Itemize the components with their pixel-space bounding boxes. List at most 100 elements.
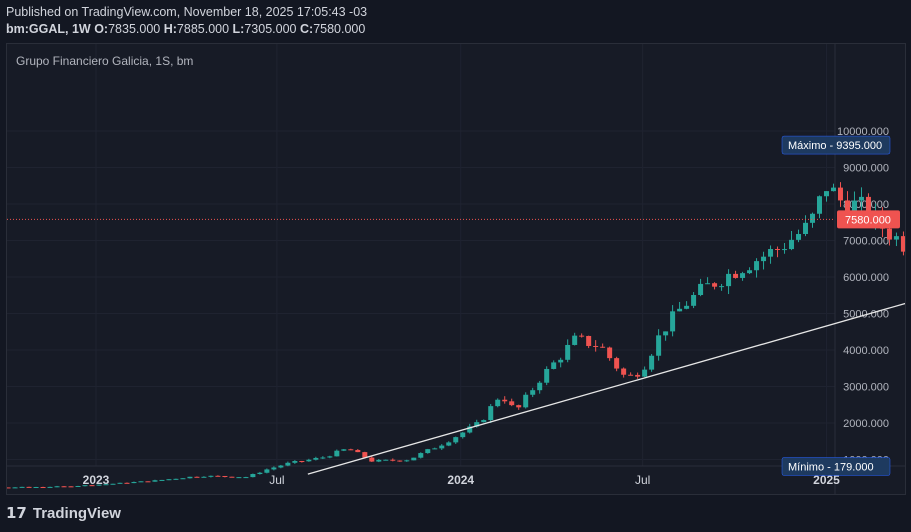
candle-body (138, 481, 144, 483)
candle-body (733, 273, 739, 278)
candle-body (243, 477, 249, 479)
candle-body (837, 187, 843, 201)
published-line: Published on TradingView.com, November 1… (6, 5, 368, 19)
x-tick-label: 2023 (83, 473, 110, 487)
candle-body (89, 485, 95, 487)
candle-body (264, 469, 270, 473)
candle-body (327, 456, 333, 458)
candle-body (621, 368, 627, 375)
candle-body (712, 283, 718, 287)
symbol-label: bm:GGAL, 1W (6, 22, 91, 36)
candle-body (306, 459, 312, 462)
ohlc-line: bm:GGAL, 1W O:7835.000 H:7885.000 L:7305… (6, 22, 365, 36)
candle-body (19, 486, 25, 488)
candle-body (747, 270, 753, 274)
candle-body (726, 273, 732, 287)
candle-body (572, 335, 578, 345)
candle-body (33, 487, 39, 489)
candle-body (61, 486, 67, 488)
candle-body (586, 335, 592, 346)
candle-body (789, 239, 795, 250)
candle-body (663, 331, 669, 336)
footer-brand: TradingView (32, 504, 121, 522)
candle-body (411, 457, 417, 461)
candle-body (194, 476, 200, 478)
candle-body (530, 390, 536, 395)
candle-body (796, 234, 802, 240)
ohlc-low-label: L: (232, 22, 245, 36)
candle-body (893, 236, 899, 240)
candle-body (229, 476, 235, 478)
candle-body (418, 453, 424, 458)
candle-body (313, 457, 319, 460)
candle-body (803, 222, 809, 235)
chart-title: Grupo Financiero Galicia, 1S, bm (16, 54, 193, 68)
y-tick-label: 9000.000 (843, 163, 889, 175)
chart-pane[interactable]: Grupo Financiero Galicia, 1S, bm1000.000… (0, 43, 911, 495)
candle-body (453, 437, 459, 443)
min-label-text: Mínimo - 179.000 (788, 461, 874, 473)
candle-body (865, 196, 871, 221)
candle-body (635, 374, 641, 377)
candle-body (173, 478, 179, 480)
candle-body (502, 399, 508, 402)
candle-body (376, 459, 382, 462)
candle-body (257, 472, 263, 475)
y-tick-label: 7000.000 (843, 236, 889, 248)
candle-body (656, 335, 662, 356)
candle-body (544, 368, 550, 383)
candle-body (691, 294, 697, 306)
candle-body (369, 457, 375, 462)
candle-body (82, 485, 88, 487)
candle-body (830, 187, 836, 192)
candle-body (439, 445, 445, 449)
candle-body (844, 200, 850, 215)
ohlc-open-label: O: (94, 22, 109, 36)
candle-body (607, 347, 613, 359)
candle-body (131, 482, 137, 484)
candle-body (166, 479, 172, 481)
candle-body (467, 426, 473, 433)
tradingview-footer[interactable]: 𝟭𝟳 TradingView (6, 504, 121, 523)
candle-body (47, 486, 53, 488)
candle-body (355, 449, 361, 453)
candle-body (523, 394, 529, 408)
candle-body (649, 355, 655, 370)
candle-body (782, 249, 788, 251)
candle-body (12, 487, 18, 489)
candle-body (509, 401, 515, 406)
candle-body (145, 481, 151, 483)
chart-svg[interactable]: Grupo Financiero Galicia, 1S, bm1000.000… (0, 44, 911, 494)
candle-body (614, 358, 620, 369)
candle-body (719, 286, 725, 288)
y-tick-label: 6000.000 (843, 272, 889, 284)
candle-body (201, 476, 207, 478)
x-tick-label: Jul (635, 473, 650, 487)
candle-body (271, 467, 277, 470)
max-label-box (781, 135, 891, 155)
candle-body (886, 228, 892, 240)
candle-body (390, 459, 396, 461)
candle-body (250, 474, 256, 478)
candle-body (299, 461, 305, 463)
max-label-text: Máximo - 9395.000 (788, 140, 882, 152)
candle-body (404, 460, 410, 462)
candle-body (537, 382, 543, 391)
ohlc-close-value: 7580.000 (313, 22, 366, 36)
candle-body (670, 311, 676, 332)
candle-body (96, 484, 102, 486)
ohlc-open-value: 7835.000 (108, 22, 161, 36)
candle-body (348, 449, 354, 451)
ohlc-low-value: 7305.000 (244, 22, 297, 36)
candle-body (383, 459, 389, 461)
candle-body (768, 249, 774, 257)
candle-body (740, 273, 746, 278)
candle-body (628, 374, 634, 376)
y-tick-label: 2000.000 (843, 418, 889, 430)
candle-body (75, 486, 81, 488)
candle-body (187, 476, 193, 479)
x-tick-label: 2024 (447, 473, 474, 487)
candle-body (565, 344, 571, 360)
candle-body (900, 236, 906, 252)
